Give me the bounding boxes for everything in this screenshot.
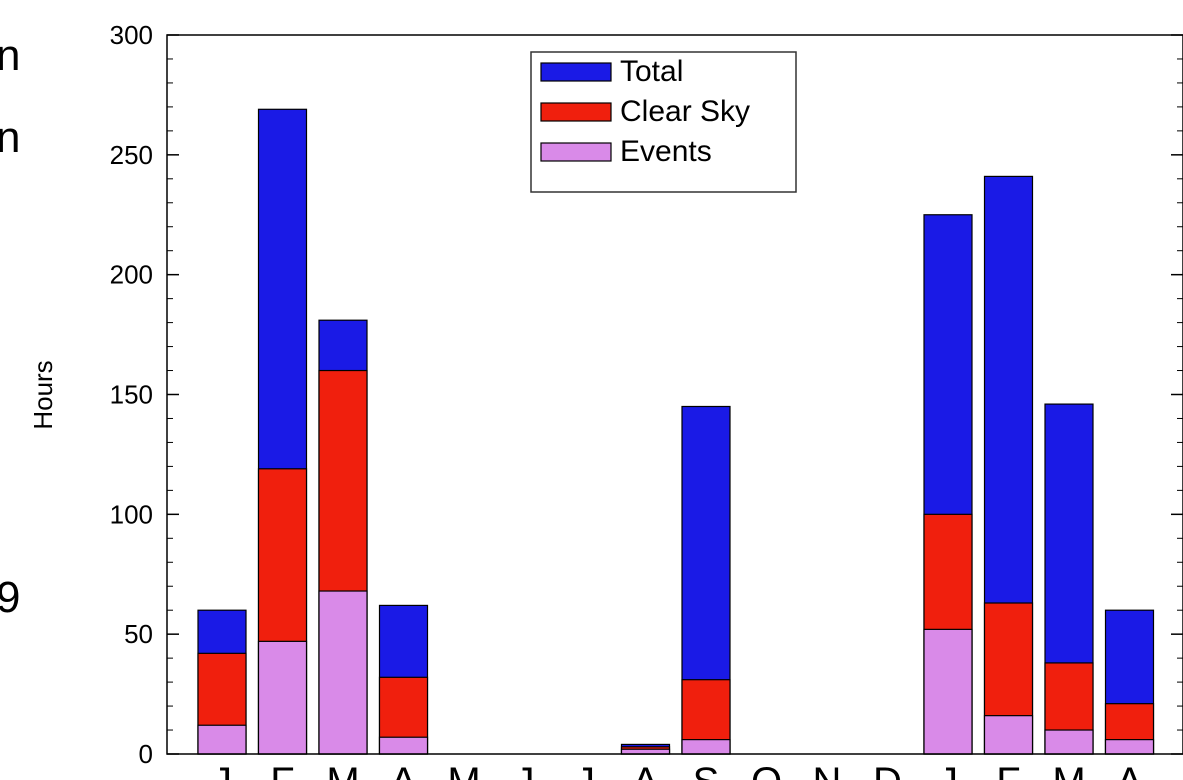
y-tick-label: 50 — [124, 619, 153, 649]
x-tick-label: F — [996, 760, 1020, 780]
bar-events — [318, 590, 368, 755]
left-fragment-2: n — [0, 113, 20, 162]
y-tick-label: 0 — [139, 739, 153, 769]
y-axis-title: Hours — [28, 360, 58, 429]
x-axis-ticks: JFMAMJJASONDJFMA — [212, 760, 1143, 780]
y-tick-label: 250 — [110, 140, 153, 170]
legend: Total Clear Sky Events — [530, 51, 797, 193]
bar-events — [681, 739, 731, 755]
bar-events — [983, 715, 1034, 755]
legend-swatch — [540, 62, 612, 82]
x-tick-label: F — [270, 760, 294, 780]
x-tick-label: J — [212, 760, 232, 780]
y-tick-label: 150 — [110, 380, 153, 410]
x-tick-label: M — [447, 760, 480, 780]
left-fragment-1: n — [0, 31, 20, 80]
bar-events — [1104, 739, 1155, 755]
bar-events — [1044, 729, 1094, 755]
legend-swatch — [540, 102, 612, 122]
legend-label: Events — [620, 135, 712, 168]
bar-events — [378, 736, 429, 755]
y-tick-label: 200 — [110, 260, 153, 290]
bar-events — [257, 640, 308, 755]
legend-label: Clear Sky — [620, 95, 750, 128]
left-text-fragments: n n 9 — [0, 31, 20, 622]
x-tick-label: A — [632, 760, 659, 780]
y-axis-ticks: 0 50 100 150 200 250 300 — [110, 20, 1183, 769]
x-tick-label: A — [390, 760, 417, 780]
plot-frame — [166, 34, 1183, 755]
bar-events — [923, 628, 973, 755]
x-tick-label: N — [813, 760, 842, 780]
x-tick-label: M — [1052, 760, 1085, 780]
legend-label: Total — [620, 55, 683, 88]
x-tick-label: D — [873, 760, 902, 780]
bars — [197, 108, 1155, 755]
x-tick-label: J — [938, 760, 958, 780]
x-tick-label: M — [326, 760, 359, 780]
x-tick-label: J — [515, 760, 535, 780]
x-tick-label: O — [751, 760, 782, 780]
y-tick-label: 300 — [110, 20, 153, 50]
x-tick-label: S — [693, 760, 720, 780]
x-tick-label: A — [1116, 760, 1143, 780]
y-tick-label: 100 — [110, 499, 153, 529]
x-tick-label: J — [575, 760, 595, 780]
bar-events — [197, 724, 247, 755]
left-fragment-3: 9 — [0, 573, 20, 622]
legend-swatch — [540, 142, 612, 162]
